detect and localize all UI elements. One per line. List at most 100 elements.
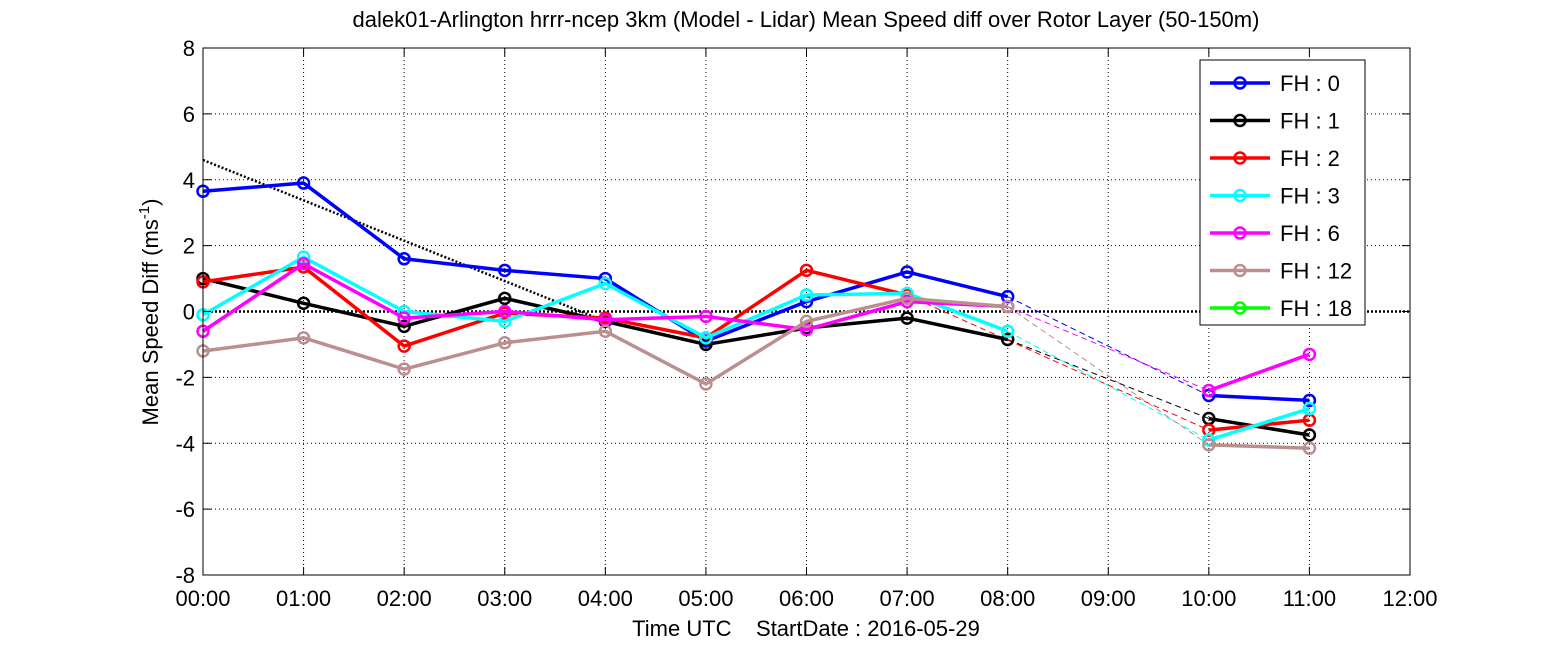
- x-tick-label: 09:00: [1081, 586, 1136, 611]
- series-5-point: [296, 331, 311, 345]
- x-tick-label: 04:00: [578, 586, 633, 611]
- y-tick-label: -2: [175, 365, 195, 390]
- x-axis-label: Time UTC StartDate : 2016-05-29: [632, 616, 980, 641]
- legend-swatch-marker: [1233, 76, 1247, 90]
- y-axis-label-main: Mean Speed Diff (ms: [138, 219, 163, 425]
- series-3: [196, 250, 1317, 447]
- series-layer: [196, 176, 1317, 455]
- series-3-point: [799, 288, 814, 302]
- series-1-point: [1000, 332, 1015, 347]
- y-tick-label: 6: [183, 102, 195, 127]
- y-tick-label: -6: [175, 497, 195, 522]
- series-4-point: [799, 322, 814, 337]
- series-3-point: [699, 331, 713, 345]
- x-tick-label: 11:00: [1283, 586, 1336, 611]
- series-3-line-segment-0: [202, 255, 1009, 340]
- legend-swatch-marker: [1233, 188, 1247, 203]
- series-5-point: [1000, 299, 1015, 314]
- series-0-point: [296, 176, 311, 190]
- legend-label: FH : 6: [1280, 221, 1340, 246]
- legend-swatch-marker: [1233, 151, 1247, 165]
- series-4-point: [397, 311, 411, 325]
- x-tick-label: 06:00: [779, 586, 834, 611]
- x-tick-label: 12:00: [1382, 586, 1437, 611]
- series-4-line-segment-1: [1208, 352, 1311, 393]
- series-1-point: [1302, 428, 1317, 442]
- series-4-point: [1202, 383, 1216, 398]
- series-0-point: [397, 252, 411, 266]
- legend-box: [1199, 59, 1366, 326]
- y-tick-label: 4: [183, 168, 195, 193]
- x-tick-label: 03:00: [477, 586, 532, 611]
- x-tick-label: 05:00: [678, 586, 733, 611]
- chart-title: dalek01-Arlington hrrr-ncep 3km (Model -…: [353, 7, 1260, 32]
- legend-item-5: FH : 12: [1210, 259, 1352, 284]
- series-4-point: [1302, 347, 1317, 362]
- series-5-point: [799, 314, 814, 329]
- series-5-point: [598, 324, 613, 339]
- series-3-point: [598, 276, 613, 291]
- legend-label: FH : 18: [1280, 296, 1352, 321]
- series-5-point: [1302, 441, 1317, 455]
- y-tick-label: -4: [175, 431, 195, 456]
- series-5-gap-connector: [1007, 306, 1210, 446]
- legend-item-0: FH : 0: [1210, 71, 1340, 96]
- series-5-point: [397, 362, 411, 376]
- x-tick-label: 08:00: [980, 586, 1035, 611]
- y-axis-label: Mean Speed Diff (ms-1): [136, 199, 163, 426]
- series-3-point: [1000, 324, 1015, 339]
- series-4-point: [498, 304, 512, 319]
- series-2-gap-connector: [906, 294, 1210, 431]
- legend-swatch-marker: [1233, 113, 1247, 128]
- legend-label: FH : 1: [1280, 109, 1340, 134]
- y-tick-label: 2: [183, 234, 195, 259]
- legend-item-3: FH : 3: [1210, 184, 1340, 209]
- legend-swatch-marker: [1233, 301, 1247, 315]
- series-5-point: [1202, 438, 1216, 452]
- legend-label: FH : 12: [1280, 259, 1352, 284]
- series-4-gap-connector: [1007, 306, 1210, 392]
- series-0-point: [498, 263, 512, 278]
- x-tick-label: 10:00: [1181, 586, 1236, 611]
- series-5: [196, 291, 1317, 455]
- legend-item-1: FH : 1: [1210, 109, 1340, 134]
- tick-layer: 00:00 01:00 02:00 03:00 04:00 05:00 06:00 07:00…: [175, 36, 1437, 611]
- series-4-line-segment-0: [202, 261, 1008, 333]
- series-3-point: [1302, 401, 1317, 416]
- series-1-point: [296, 296, 311, 311]
- series-3-line-segment-1: [1208, 406, 1310, 442]
- series-0-point: [900, 265, 914, 279]
- x-tick-label: 07:00: [880, 586, 935, 611]
- legend-label: FH : 0: [1280, 71, 1340, 96]
- series-2-point: [397, 339, 411, 353]
- series-5-point: [900, 291, 914, 306]
- legend-item-6: FH : 18: [1210, 296, 1352, 321]
- legend-label: FH : 3: [1280, 184, 1340, 209]
- series-5-line-segment-0: [202, 296, 1008, 386]
- series-1-point: [900, 311, 914, 325]
- y-tick-label: 0: [183, 300, 195, 325]
- gap-connector-layer: [906, 294, 1210, 446]
- x-tick-label: 01:00: [276, 586, 331, 611]
- legend-swatch-marker: [1233, 226, 1247, 240]
- series-4-point: [699, 309, 713, 324]
- legend-label: FH : 2: [1280, 146, 1340, 171]
- series-0-gap-connector: [1007, 296, 1210, 396]
- series-0-line-segment-1: [1208, 393, 1310, 403]
- series-5-point: [498, 336, 512, 350]
- x-tick-label: 02:00: [377, 586, 432, 611]
- series-1-point: [397, 319, 411, 334]
- legend-item-4: FH : 6: [1210, 221, 1340, 246]
- series-0-point: [1302, 393, 1317, 408]
- series-2-point: [799, 263, 814, 278]
- series-4-point: [296, 256, 311, 271]
- y-tick-label: 8: [183, 36, 195, 61]
- legend-swatch-marker: [1233, 263, 1247, 278]
- x-tick-label: 00:00: [175, 586, 230, 611]
- series-5-point: [699, 377, 713, 391]
- legend: FH : 0 FH : 1 FH : 2 FH : 3 FH : 6 FH : 12 FH …: [1199, 59, 1366, 326]
- series-1-point: [498, 291, 512, 306]
- series-1-gap-connector: [1007, 339, 1210, 420]
